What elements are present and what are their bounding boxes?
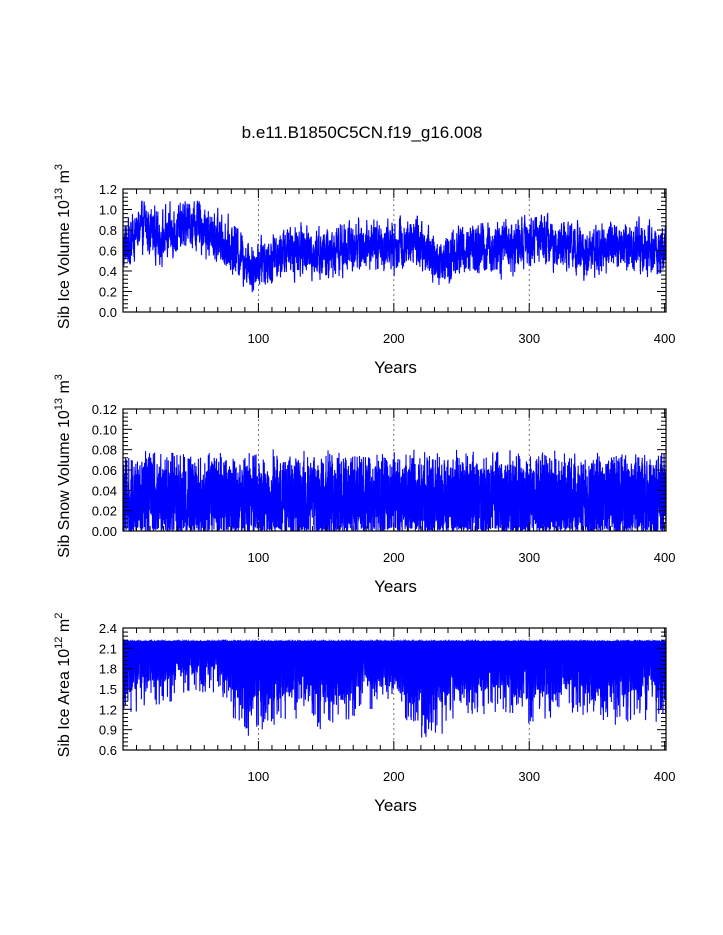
x-axis-label: Years (374, 577, 417, 596)
x-tick-label: 100 (248, 769, 270, 784)
y-axis-label: Sib Snow Volume 1013 m3 (53, 374, 73, 558)
y-tick-label: 0.0 (99, 305, 117, 320)
y-tick-label: 0.10 (92, 422, 117, 437)
y-tick-label: 2.4 (99, 621, 117, 636)
y-tick-label: 1.2 (99, 702, 117, 717)
x-tick-label: 400 (654, 769, 676, 784)
x-tick-label: 300 (518, 550, 540, 565)
y-tick-label: 0.2 (99, 285, 117, 300)
x-tick-label: 200 (383, 550, 405, 565)
x-axis-label: Years (374, 796, 417, 815)
x-tick-label: 200 (383, 769, 405, 784)
y-tick-label: 0.02 (92, 504, 117, 519)
y-axis-label: Sib Ice Volume 1013 m3 (53, 164, 73, 329)
series-line (123, 449, 666, 531)
y-tick-label: 0.12 (92, 402, 117, 417)
x-tick-label: 100 (248, 331, 270, 346)
y-tick-label: 1.8 (99, 662, 117, 677)
x-tick-label: 200 (383, 331, 405, 346)
y-axis-label: Sib Ice Area 1012 m2 (53, 613, 73, 758)
panel-3: 100 200 300 400 0.6 0.9 1.2 1.5 1.8 2.1 2.4 Years Si… (53, 613, 675, 815)
x-tick-label: 300 (518, 331, 540, 346)
y-tick-label: 2.1 (99, 641, 117, 656)
y-tick-label: 0.00 (92, 524, 117, 539)
x-tick-label: 300 (518, 769, 540, 784)
chart-title: b.e11.B1850C5CN.f19_g16.008 (242, 123, 483, 142)
chart-panels: 100 200 300 400 0.0 0.2 0.4 0.6 0.8 1.0 1.2 Years Si… (53, 164, 675, 815)
y-tick-label: 0.8 (99, 223, 117, 238)
x-axis-label: Years (374, 358, 417, 377)
y-tick-label: 0.4 (99, 264, 117, 279)
x-tick-label: 400 (654, 550, 676, 565)
series-line (123, 638, 666, 738)
series-line (123, 200, 666, 293)
panel-2: 100 200 300 400 0.00 0.02 0.04 0.06 0.08 0.10 0.12… (53, 374, 675, 596)
y-tick-label: 1.0 (99, 203, 117, 218)
x-tick-label: 100 (248, 550, 270, 565)
y-tick-label: 0.08 (92, 443, 117, 458)
y-tick-label: 1.2 (99, 182, 117, 197)
y-tick-label: 1.5 (99, 682, 117, 697)
panel-1: 100 200 300 400 0.0 0.2 0.4 0.6 0.8 1.0 1.2 Years Si… (53, 164, 675, 377)
y-tick-label: 0.04 (92, 483, 117, 498)
y-tick-label: 0.06 (92, 463, 117, 478)
y-tick-label: 0.6 (99, 743, 117, 758)
x-tick-label: 400 (654, 331, 676, 346)
y-tick-label: 0.6 (99, 244, 117, 259)
y-tick-label: 0.9 (99, 723, 117, 738)
